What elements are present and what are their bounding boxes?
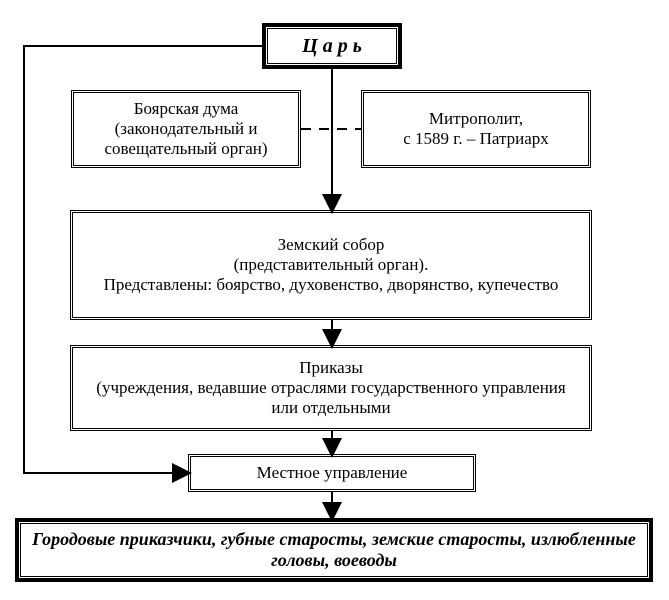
node-bottom: Городовые приказчики, губные старосты, з… (15, 518, 653, 582)
flowchart-canvas: Ц а р ь Боярская дума (законодательный и… (0, 0, 669, 600)
node-prikazy: Приказы (учреждения, ведавшие отраслями … (70, 345, 592, 431)
node-patriarch-label: Митрополит, с 1589 г. – Патриарх (403, 109, 549, 149)
node-tsar: Ц а р ь (262, 23, 402, 69)
node-patriarch: Митрополит, с 1589 г. – Патриарх (361, 90, 591, 168)
node-local-label: Местное управление (257, 463, 408, 483)
node-sobor-label: Земский собор (представительный орган). … (104, 235, 559, 295)
node-duma: Боярская дума (законодательный и совещат… (71, 90, 301, 168)
node-tsar-label: Ц а р ь (302, 35, 362, 58)
node-bottom-label: Городовые приказчики, губные старосты, з… (28, 529, 640, 571)
node-local: Местное управление (188, 454, 476, 492)
node-prikazy-label: Приказы (учреждения, ведавшие отраслями … (83, 358, 579, 418)
node-sobor: Земский собор (представительный орган). … (70, 210, 592, 320)
node-duma-label: Боярская дума (законодательный и совещат… (84, 99, 288, 159)
